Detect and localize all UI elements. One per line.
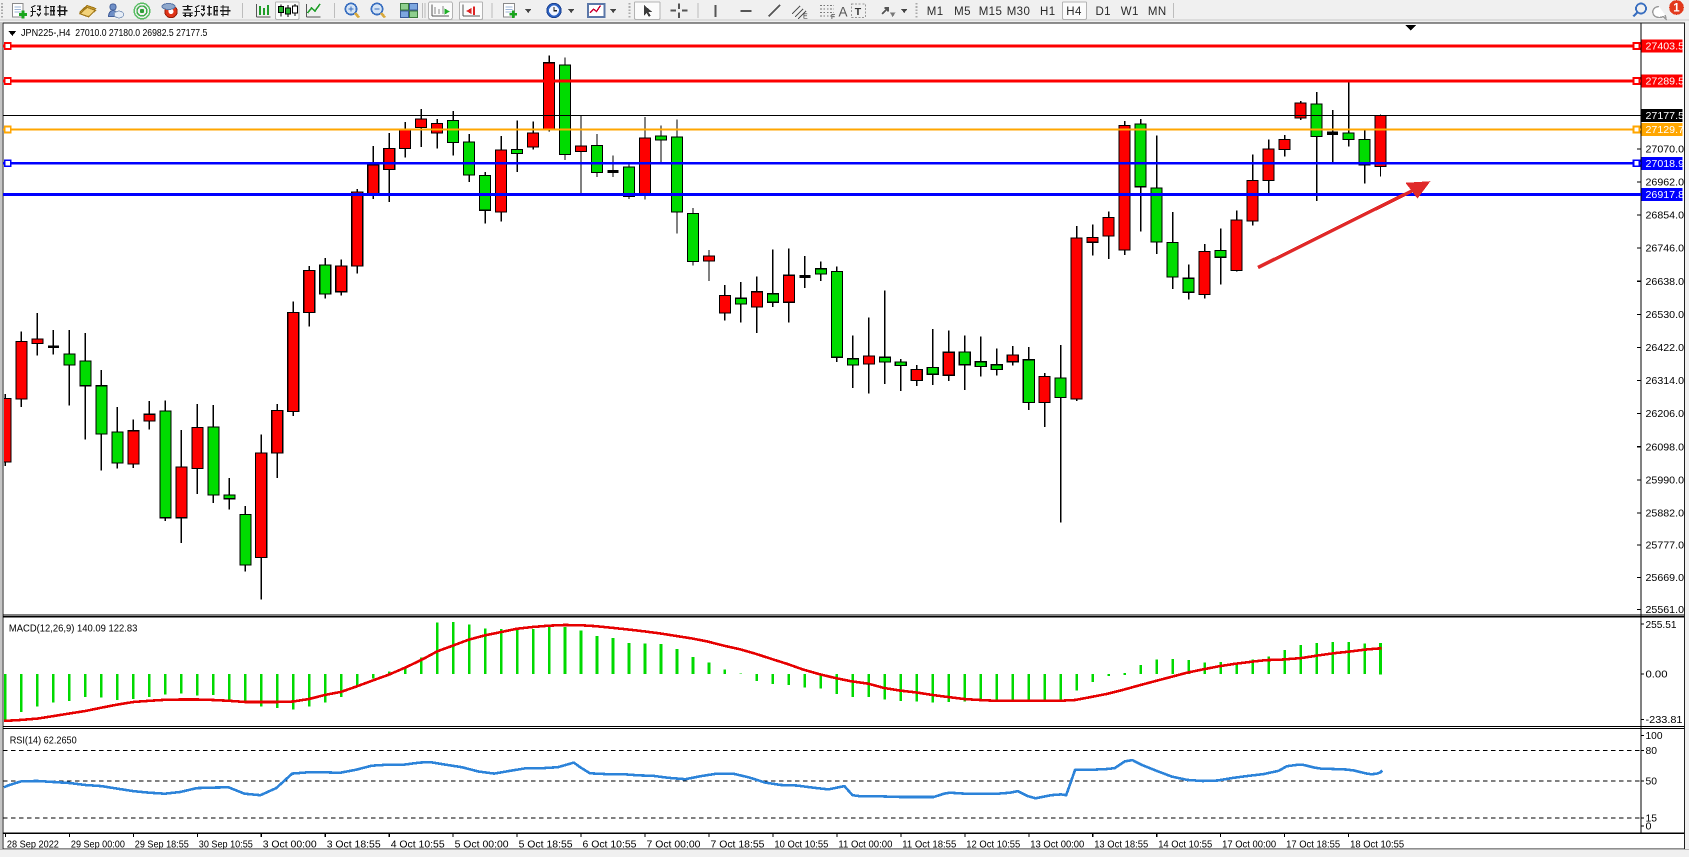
svg-text:25990.0: 25990.0 (1646, 474, 1685, 486)
svg-text:14 Oct 10:55: 14 Oct 10:55 (1158, 838, 1212, 850)
svg-text:26206.0: 26206.0 (1646, 408, 1685, 420)
svg-text:3 Oct 18:55: 3 Oct 18:55 (327, 838, 381, 850)
svg-text:F: F (831, 14, 835, 21)
svg-text:80: 80 (1646, 745, 1658, 757)
svg-text:6 Oct 10:55: 6 Oct 10:55 (583, 838, 637, 850)
svg-text:26098.0: 26098.0 (1646, 441, 1685, 453)
svg-text:4 Oct 10:55: 4 Oct 10:55 (391, 838, 445, 850)
svg-text:11 Oct 18:55: 11 Oct 18:55 (902, 838, 956, 850)
svg-text:MACD(12,26,9) 140.09 122.83: MACD(12,26,9) 140.09 122.83 (9, 623, 138, 635)
svg-text:27018.9: 27018.9 (1646, 158, 1685, 170)
svg-text:W1: W1 (1121, 6, 1139, 18)
svg-text:27177.5: 27177.5 (1646, 110, 1685, 122)
svg-text:27129.7: 27129.7 (1646, 124, 1685, 136)
svg-text:25561.0: 25561.0 (1646, 604, 1685, 616)
svg-text:T: T (855, 6, 862, 18)
svg-text:26962.0: 26962.0 (1646, 177, 1685, 189)
svg-text:M30: M30 (1007, 6, 1031, 18)
svg-text:10 Oct 10:55: 10 Oct 10:55 (774, 838, 828, 850)
svg-text:3 Oct 00:00: 3 Oct 00:00 (263, 838, 317, 850)
svg-text:30 Sep 10:55: 30 Sep 10:55 (199, 838, 253, 850)
svg-text:M5: M5 (954, 6, 971, 18)
svg-text:7 Oct 18:55: 7 Oct 18:55 (711, 838, 765, 850)
svg-text:MN: MN (1148, 6, 1167, 18)
svg-text:26854.0: 26854.0 (1646, 210, 1685, 222)
svg-text:26530.0: 26530.0 (1646, 309, 1685, 321)
svg-text:28 Sep 2022: 28 Sep 2022 (7, 838, 59, 850)
svg-text:13 Oct 00:00: 13 Oct 00:00 (1030, 838, 1084, 850)
svg-text:27403.5: 27403.5 (1646, 41, 1685, 53)
svg-text:D1: D1 (1095, 6, 1111, 18)
svg-text:50: 50 (1646, 776, 1658, 788)
svg-text:5 Oct 00:00: 5 Oct 00:00 (455, 838, 509, 850)
svg-text:-233.81: -233.81 (1646, 714, 1683, 726)
svg-text:25882.0: 25882.0 (1646, 508, 1685, 520)
svg-text:26422.0: 26422.0 (1646, 342, 1685, 354)
svg-text:A: A (839, 5, 848, 20)
svg-text:7 Oct 00:00: 7 Oct 00:00 (647, 838, 701, 850)
svg-text:26638.0: 26638.0 (1646, 276, 1685, 288)
svg-text:18 Oct 10:55: 18 Oct 10:55 (1350, 838, 1404, 850)
svg-text:H4: H4 (1066, 6, 1082, 18)
svg-text:29 Sep 00:00: 29 Sep 00:00 (71, 838, 125, 850)
svg-text:26917.8: 26917.8 (1646, 189, 1685, 201)
svg-text:13 Oct 18:55: 13 Oct 18:55 (1094, 838, 1148, 850)
svg-text:12 Oct 10:55: 12 Oct 10:55 (966, 838, 1020, 850)
svg-text:M1: M1 (927, 6, 944, 18)
svg-text:25669.0: 25669.0 (1646, 572, 1685, 584)
svg-text:0: 0 (1646, 820, 1652, 832)
svg-text:15: 15 (1646, 812, 1658, 824)
svg-text:29 Sep 18:55: 29 Sep 18:55 (135, 838, 189, 850)
svg-text:27289.5: 27289.5 (1646, 76, 1685, 88)
svg-text:0.00: 0.00 (1646, 669, 1668, 681)
svg-text:11 Oct 00:00: 11 Oct 00:00 (838, 838, 892, 850)
svg-text:255.51: 255.51 (1646, 619, 1677, 631)
svg-text:25777.0: 25777.0 (1646, 540, 1685, 552)
svg-text:17 Oct 18:55: 17 Oct 18:55 (1286, 838, 1340, 850)
svg-text:RSI(14) 62.2650: RSI(14) 62.2650 (10, 735, 77, 747)
svg-text:M15: M15 (979, 6, 1003, 18)
svg-text:100: 100 (1646, 730, 1663, 742)
svg-text:1: 1 (1673, 3, 1680, 15)
svg-text:26746.0: 26746.0 (1646, 243, 1685, 255)
svg-text:H1: H1 (1040, 6, 1056, 18)
svg-text:E: E (803, 14, 808, 21)
svg-text:17 Oct 00:00: 17 Oct 00:00 (1222, 838, 1276, 850)
svg-text:27010.0 27180.0 26982.5 27177.: 27010.0 27180.0 26982.5 27177.5 (75, 27, 207, 39)
svg-text:5 Oct 18:55: 5 Oct 18:55 (519, 838, 573, 850)
svg-text:JPN225-,H4: JPN225-,H4 (21, 27, 71, 39)
svg-text:26314.0: 26314.0 (1646, 375, 1685, 387)
svg-text:27070.0: 27070.0 (1646, 143, 1685, 155)
